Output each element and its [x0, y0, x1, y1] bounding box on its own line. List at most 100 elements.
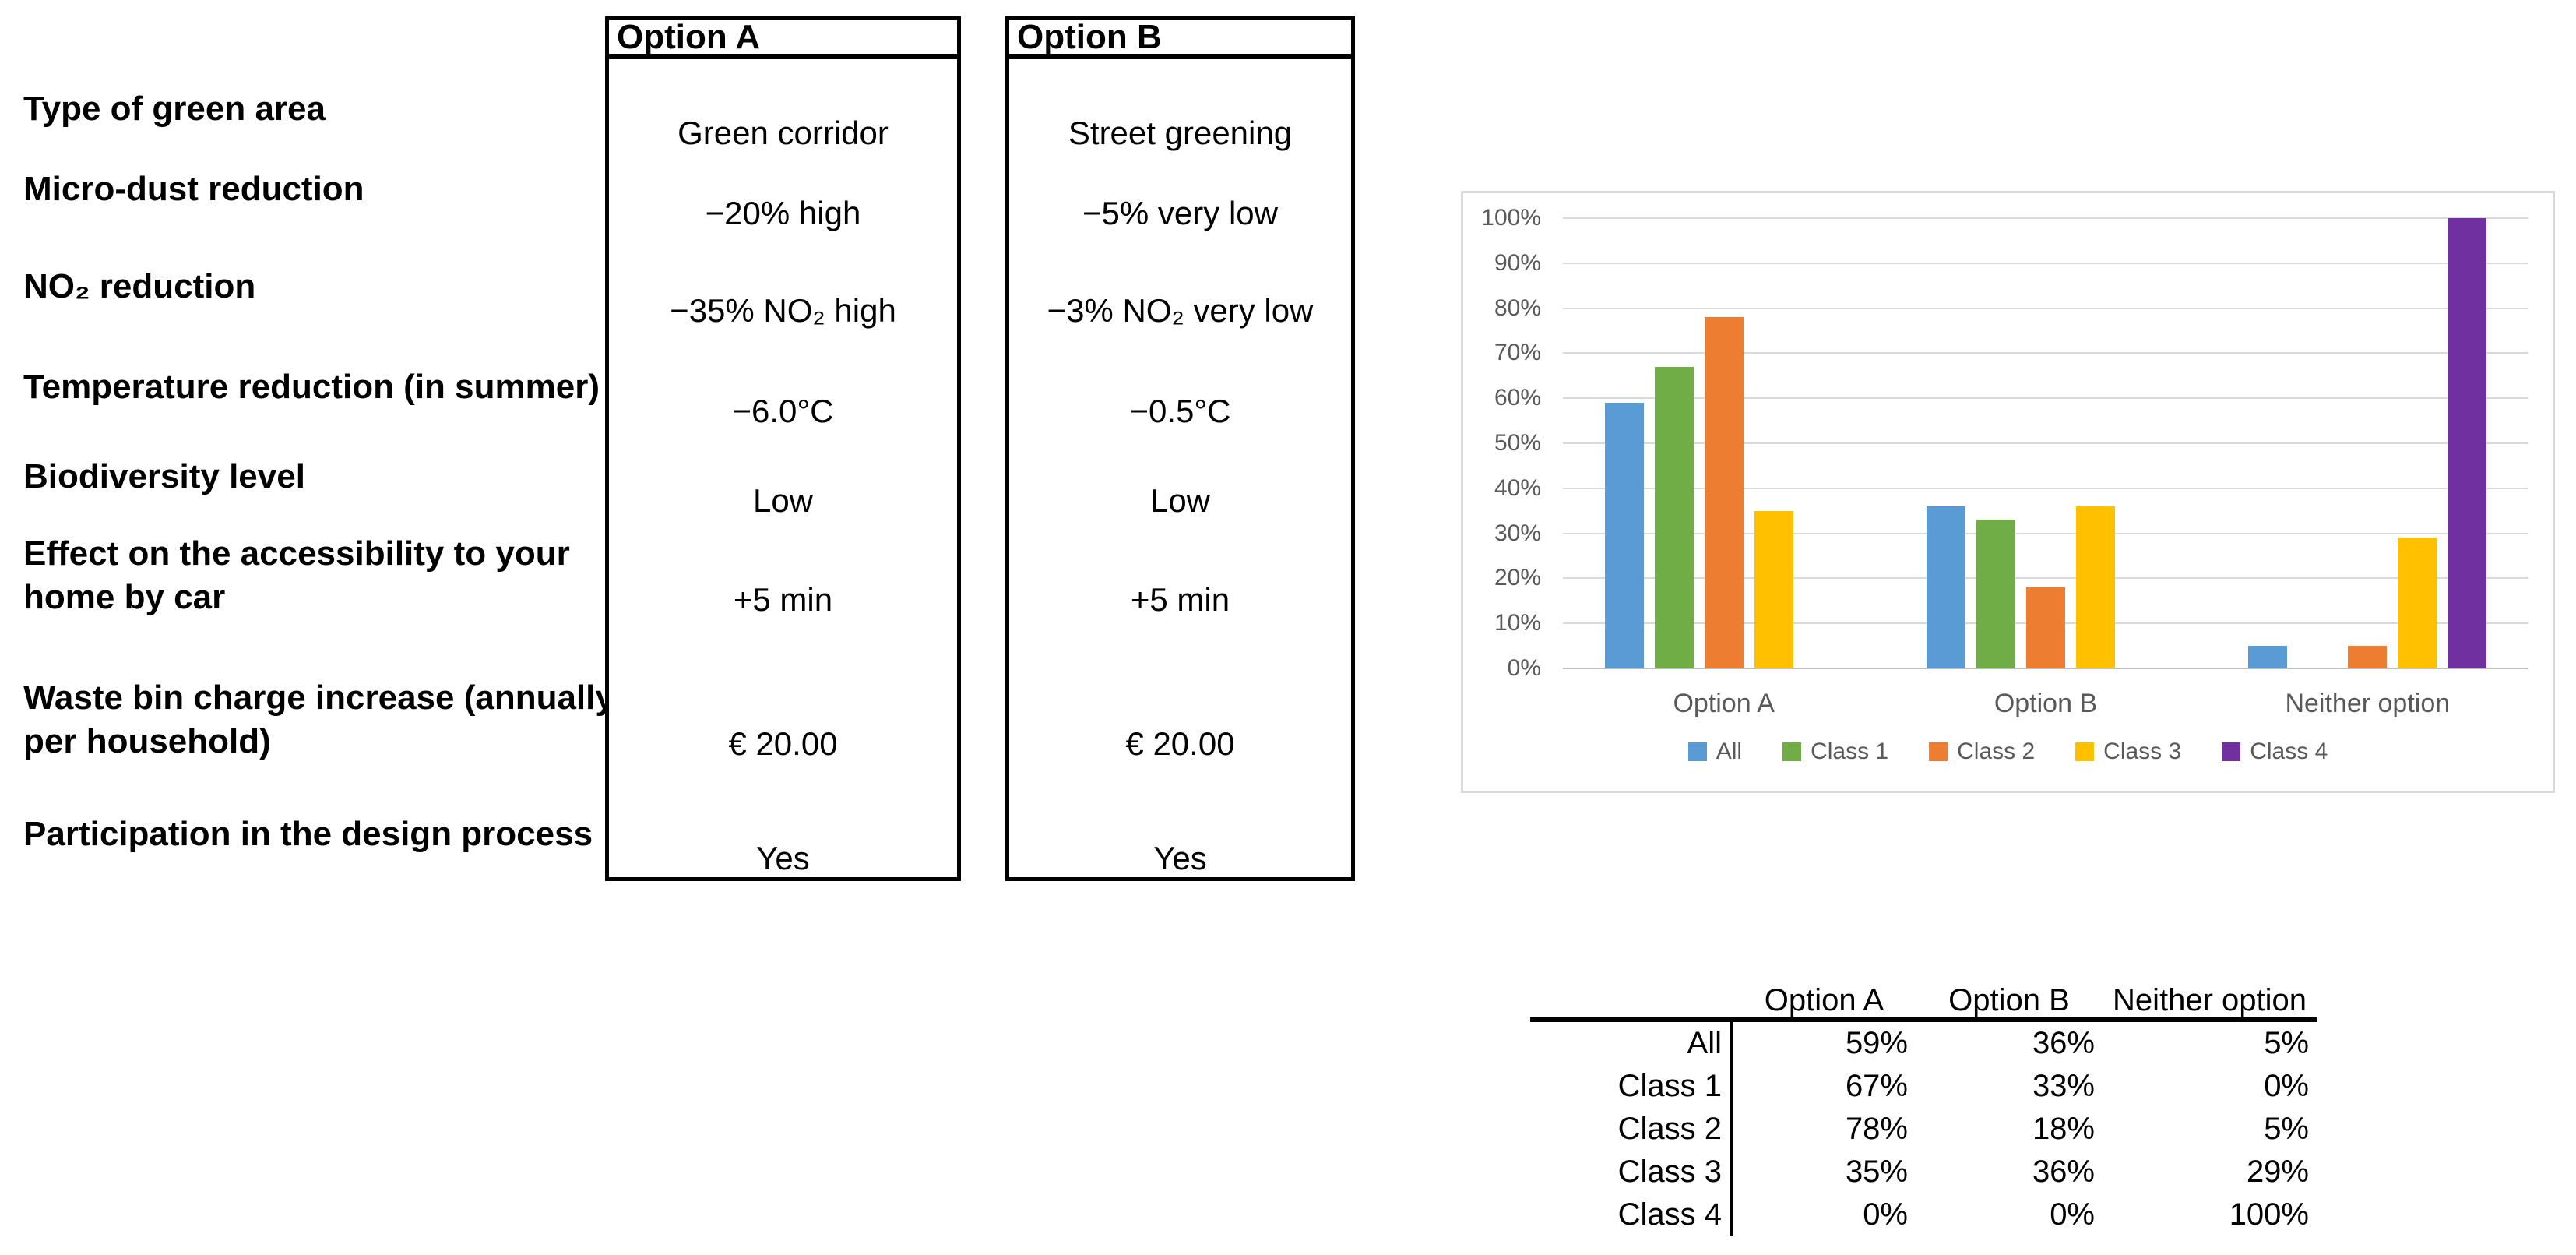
attribute-label: Temperature reduction (in summer)	[23, 368, 600, 406]
gridline	[1563, 532, 2528, 534]
option-a-value: € 20.00	[728, 725, 838, 762]
legend-item: All	[1687, 739, 1743, 765]
results-value-cell: 59%	[1845, 1026, 1908, 1060]
bar-class-2	[1704, 317, 1744, 668]
y-axis-tick-label: 20%	[1494, 565, 1541, 591]
option-b-value: +5 min	[1130, 581, 1230, 618]
legend-swatch	[1687, 742, 1707, 761]
bar-slot	[2392, 218, 2442, 668]
bar-slot	[1599, 218, 1649, 668]
option-b-value: € 20.00	[1125, 725, 1235, 762]
bar-slot	[1649, 218, 1699, 668]
bar-group	[1563, 218, 1884, 668]
results-value-cell: 35%	[1845, 1155, 1908, 1189]
bar-all	[1926, 506, 1965, 668]
option-a-value: −20% high	[705, 195, 861, 231]
option-b-value: Street greening	[1068, 115, 1293, 151]
option-a-value: Green corridor	[677, 115, 889, 151]
legend-swatch	[1782, 742, 1802, 761]
option-b-column: Option B Street greening −5% very low −3% …	[1005, 16, 1355, 881]
legend-label: Class 3	[2103, 739, 2182, 764]
bar-all	[1604, 402, 1644, 668]
y-axis-tick-label: 80%	[1494, 294, 1541, 321]
option-a-header: Option A	[609, 18, 957, 59]
attribute-label: Micro-dust reduction	[23, 170, 364, 208]
option-a-value: +5 min	[733, 581, 833, 618]
legend-label: Class 4	[2250, 739, 2328, 764]
bar-slot	[1921, 218, 1971, 668]
bar-class-1	[1976, 520, 2015, 668]
y-axis-tick-label: 10%	[1494, 610, 1541, 636]
y-axis-tick-label: 70%	[1494, 340, 1541, 366]
results-value-cell: 0%	[1863, 1197, 1908, 1232]
bar-group	[2207, 218, 2528, 668]
x-axis-category-label: Option B	[1994, 688, 2098, 718]
results-table: Option A Option B Neither option All 59% 36% 5…	[1530, 983, 2317, 1236]
attribute-label: Type of green area	[23, 90, 326, 128]
attribute-label: Participation in the design process	[23, 815, 593, 853]
results-col-header: Option B	[1916, 983, 2103, 1022]
gridline	[1563, 262, 2528, 264]
results-col-header: Option A	[1733, 983, 1916, 1022]
gridline	[1563, 217, 2528, 219]
option-b-value: −3% NO₂ very low	[1047, 292, 1314, 329]
gridline	[1563, 577, 2528, 580]
x-axis-category-label: Option A	[1673, 688, 1775, 718]
results-corner-cell	[1530, 983, 1733, 1022]
y-axis-tick-label: 40%	[1494, 474, 1541, 501]
results-value-cell: 36%	[2032, 1155, 2095, 1189]
gridline	[1563, 668, 2528, 669]
bar-class-2	[2025, 587, 2065, 668]
results-value-cell: 78%	[1845, 1112, 1908, 1146]
attribute-label: NO₂ reduction	[23, 267, 256, 305]
legend-label: Class 2	[1957, 739, 2036, 764]
gridline	[1563, 352, 2528, 354]
bar-slot	[2071, 218, 2120, 668]
y-axis-tick-label: 0%	[1507, 655, 1541, 681]
x-axis-labels: Option A Option B Neither option	[1563, 680, 2528, 727]
results-value-cell: 5%	[2264, 1026, 2309, 1060]
attribute-label: Effect on the accessibility to your home…	[23, 534, 570, 616]
option-b-value: −5% very low	[1082, 195, 1278, 231]
results-value-cell: 0%	[2050, 1197, 2095, 1232]
y-axis-ticks: 0% 10% 20% 30% 40% 50% 60% 70% 80% 90% 100%	[1463, 205, 1541, 681]
bar-class-3	[2398, 538, 2437, 668]
bar-class-3	[2075, 506, 2115, 668]
results-value-cell: 36%	[2032, 1026, 2095, 1060]
results-col-header: Neither option	[2103, 983, 2317, 1022]
gridline	[1563, 397, 2528, 400]
bar-class-4	[2448, 218, 2487, 668]
legend-item: Class 3	[2075, 739, 2181, 765]
x-axis-category-label: Neither option	[2285, 688, 2451, 718]
option-b-header: Option B	[1009, 18, 1351, 59]
bar-slot	[2442, 218, 2492, 668]
attribute-label: Waste bin charge increase (annually per …	[23, 679, 614, 760]
results-row-label: All	[1530, 1022, 1733, 1065]
gridline	[1563, 442, 2528, 444]
bar-class-2	[2348, 646, 2388, 668]
option-b-value: Low	[1149, 482, 1211, 519]
bar-slot	[2120, 218, 2170, 668]
results-row-label: Class 4	[1530, 1193, 1733, 1236]
bar-all	[2248, 646, 2288, 668]
bar-groups	[1563, 218, 2528, 668]
legend-item: Class 4	[2222, 739, 2328, 765]
bar-slot	[2342, 218, 2392, 668]
chart-plot	[1563, 217, 2528, 669]
results-row-label: Class 1	[1530, 1065, 1733, 1108]
results-value-cell: 33%	[2032, 1069, 2095, 1103]
results-value-cell: 100%	[2229, 1197, 2309, 1232]
results-value-cell: 0%	[2264, 1069, 2309, 1103]
option-b-values: Street greening −5% very low −3% NO₂ very …	[1009, 65, 1351, 877]
legend-label: Class 1	[1811, 739, 1889, 764]
results-row-label: Class 3	[1530, 1151, 1733, 1193]
results-value-cell: 67%	[1845, 1069, 1908, 1103]
y-axis-tick-label: 60%	[1494, 385, 1541, 411]
results-value-cell: 18%	[2032, 1112, 2095, 1146]
option-a-value: −35% NO₂ high	[670, 292, 896, 329]
legend-item: Class 1	[1782, 739, 1888, 765]
bar-class-3	[1754, 510, 1793, 668]
results-value-cell: 5%	[2264, 1112, 2309, 1146]
legend-label: All	[1716, 739, 1743, 764]
gridline	[1563, 307, 2528, 309]
